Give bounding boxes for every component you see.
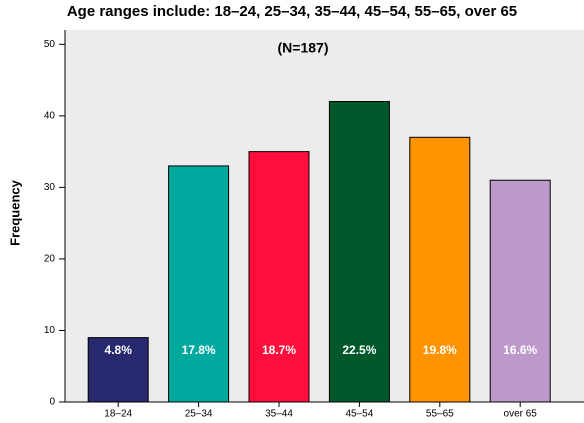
bar bbox=[328, 101, 390, 403]
bar-label: 18.7% bbox=[262, 343, 296, 357]
y-tick-label: 10 bbox=[44, 325, 56, 336]
x-tick-label: 55–65 bbox=[426, 409, 454, 420]
bar-label: 19.8% bbox=[423, 343, 457, 357]
x-tick-label: 18–24 bbox=[104, 409, 132, 420]
bar bbox=[168, 165, 230, 403]
y-tick-label: 0 bbox=[49, 397, 55, 408]
bar bbox=[87, 337, 149, 403]
y-tick-label: 50 bbox=[44, 39, 56, 50]
x-tick-label: 25–34 bbox=[185, 409, 213, 420]
bar bbox=[409, 136, 471, 403]
bar-label: 16.6% bbox=[503, 343, 537, 357]
bar-label: 17.8% bbox=[182, 343, 216, 357]
y-tick-label: 30 bbox=[44, 182, 56, 193]
x-tick-label: 35–44 bbox=[265, 409, 293, 420]
annotation: (N=187) bbox=[278, 40, 329, 56]
bar bbox=[248, 151, 310, 403]
x-tick-label: 45–54 bbox=[345, 409, 373, 420]
chart-title: Age ranges include: 18–24, 25–34, 35–44,… bbox=[67, 3, 517, 20]
y-axis-label: Frequency bbox=[7, 179, 22, 246]
bar-label: 22.5% bbox=[342, 343, 376, 357]
y-tick-label: 20 bbox=[44, 254, 56, 265]
bar-label: 4.8% bbox=[105, 343, 133, 357]
y-tick-label: 40 bbox=[44, 110, 56, 121]
bar bbox=[489, 179, 551, 403]
x-tick-label: over 65 bbox=[504, 409, 538, 420]
